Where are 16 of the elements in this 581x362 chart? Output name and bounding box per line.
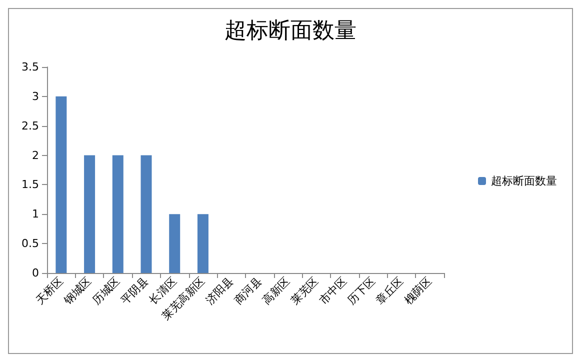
y-tick-label: 0.5 xyxy=(22,237,39,250)
bar xyxy=(197,214,208,273)
bar xyxy=(84,155,96,273)
y-tick-label: 3 xyxy=(32,90,39,103)
bar xyxy=(56,96,67,273)
bar xyxy=(112,155,124,273)
chart-title: 超标断面数量 xyxy=(224,18,356,44)
bar xyxy=(169,214,180,273)
y-tick-label: 3.5 xyxy=(22,60,39,74)
bar xyxy=(140,155,152,273)
y-tick-label: 1 xyxy=(32,208,39,221)
y-tick-label: 2.5 xyxy=(22,119,39,132)
y-tick-label: 2 xyxy=(32,148,39,162)
legend-label: 超标断面数量 xyxy=(491,174,557,188)
y-tick-label: 1.5 xyxy=(22,178,39,192)
y-tick-label: 0 xyxy=(32,266,39,280)
